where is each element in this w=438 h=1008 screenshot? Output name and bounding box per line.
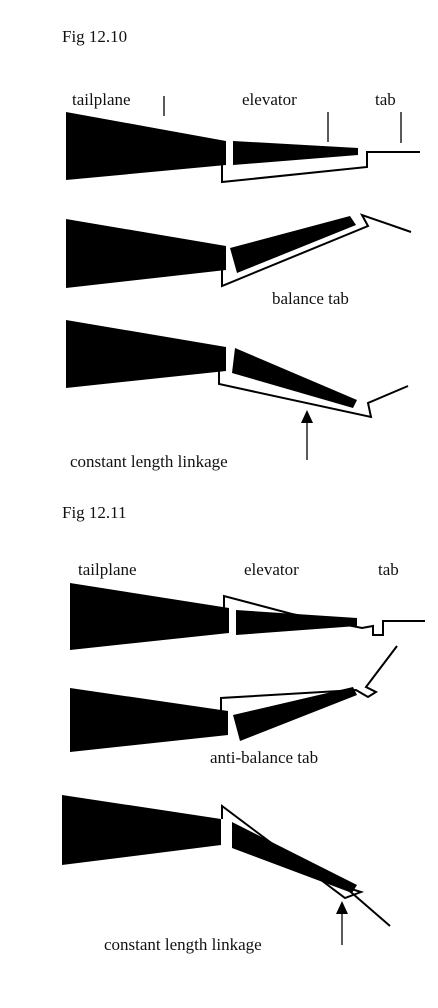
fig-12-11-label-tailplane: tailplane: [78, 560, 137, 579]
figure-12-11: Fig 12.11 tailplane elevator tab anti-ba…: [62, 503, 425, 954]
elevator-shape: [233, 141, 358, 165]
elevator-shape: [236, 610, 357, 635]
linkage-and-tab: [223, 594, 425, 636]
fig-12-11-row-anti-balance: anti-balance tab: [70, 645, 398, 767]
linkage-and-tab: [221, 213, 412, 288]
fig-12-11-label-linkage: constant length linkage: [104, 935, 262, 954]
fig-12-10-label-elevator: elevator: [242, 90, 297, 109]
fig-12-10-row-down: [66, 320, 409, 419]
linkage-and-tab: [218, 371, 409, 419]
arrow-icon: [301, 410, 313, 423]
tailplane-shape: [62, 795, 221, 865]
fig-12-10-label-tailplane: tailplane: [72, 90, 131, 109]
fig-12-11-label-elevator: elevator: [244, 560, 299, 579]
linkage-and-tab: [221, 151, 420, 184]
tailplane-shape: [66, 320, 226, 388]
figure-12-10: Fig 12.10 tailplane elevator tab balance…: [62, 27, 420, 471]
fig-12-10-row-balance: balance tab: [66, 213, 412, 308]
tailplane-shape: [70, 583, 229, 650]
fig-12-10-title: Fig 12.10: [62, 27, 127, 46]
fig-12-11-title: Fig 12.11: [62, 503, 127, 522]
arrow-icon: [336, 901, 348, 914]
linkage-and-tab: [220, 645, 398, 713]
fig-12-11-row-neutral: [70, 583, 425, 650]
elevator-shape: [230, 216, 356, 273]
tailplane-shape: [66, 112, 226, 180]
fig-12-11-label-tab: tab: [378, 560, 399, 579]
fig-12-10-label-balance-tab: balance tab: [272, 289, 349, 308]
fig-12-10-row-neutral: [66, 112, 420, 184]
fig-12-10-label-tab: tab: [375, 90, 396, 109]
linkage-and-tab: [221, 804, 391, 927]
fig-12-11-label-anti-balance-tab: anti-balance tab: [210, 748, 318, 767]
elevator-shape: [232, 822, 357, 893]
fig-12-11-row-down: [62, 795, 391, 927]
fig-12-10-label-linkage: constant length linkage: [70, 452, 228, 471]
tailplane-shape: [70, 688, 228, 752]
elevator-shape: [232, 348, 357, 408]
elevator-shape: [233, 687, 357, 741]
tailplane-shape: [66, 219, 226, 288]
